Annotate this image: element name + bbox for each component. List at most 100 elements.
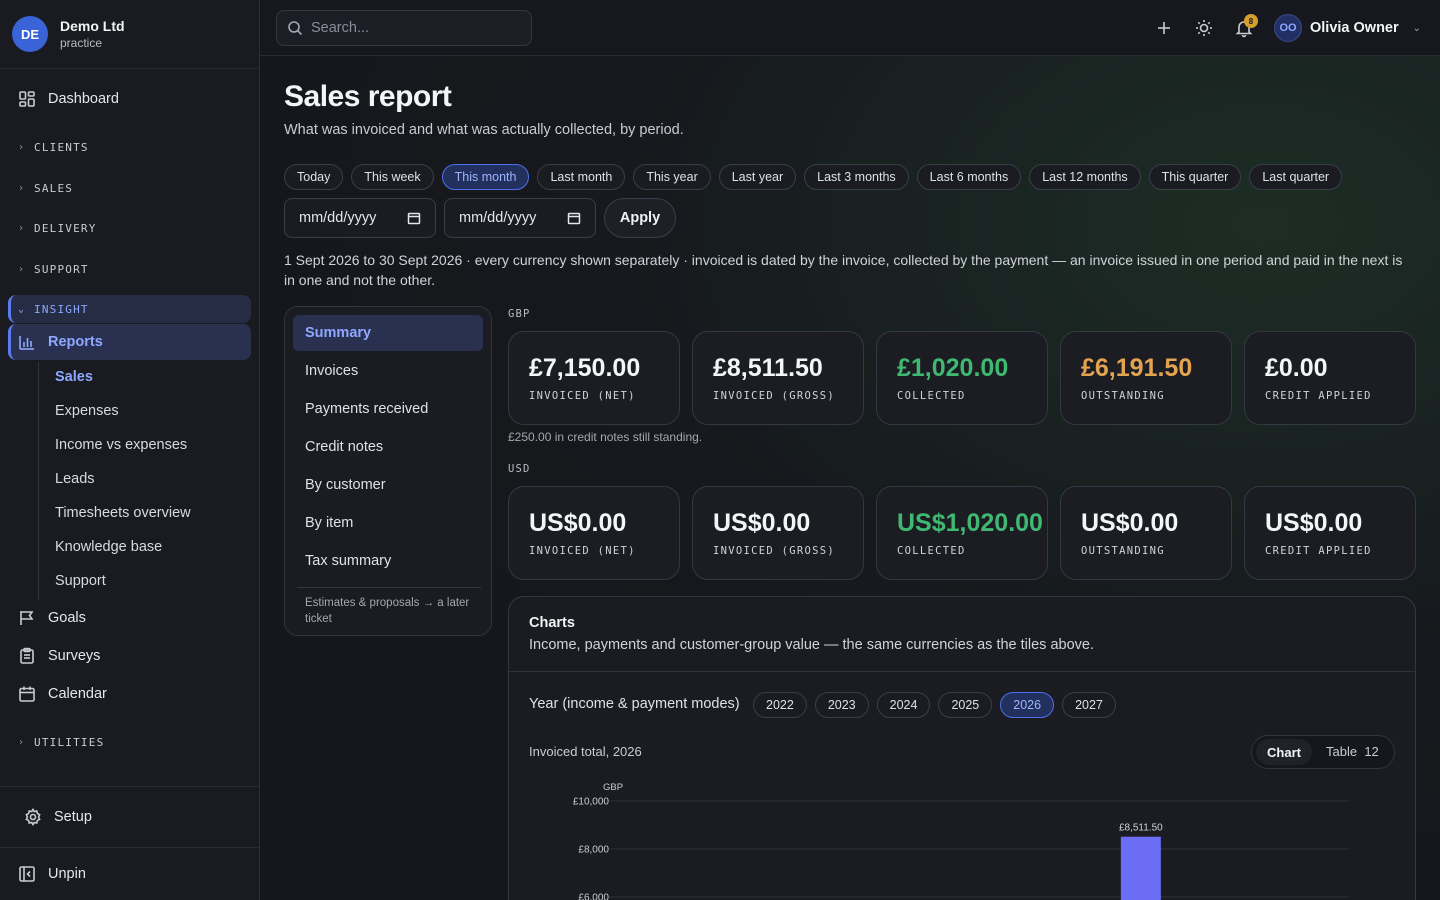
sidebar-subitem-knowledge-base[interactable]: Knowledge base <box>55 539 163 555</box>
calendar-icon[interactable] <box>407 211 421 225</box>
sidebar-divider <box>0 847 260 848</box>
tile-label: OUTSTANDING <box>1081 390 1165 402</box>
period-chip-this-quarter[interactable]: This quarter <box>1148 164 1242 190</box>
date-from-field[interactable]: mm/dd/yyyy <box>284 198 436 238</box>
chevron-right-icon: › <box>18 737 26 748</box>
nav-group-support[interactable]: › SUPPORT <box>18 263 89 276</box>
subnav-credit-notes[interactable]: Credit notes <box>305 439 384 455</box>
year-chips: 2022 2023 2024 2025 2026 2027 <box>753 692 1116 718</box>
calendar-icon[interactable] <box>567 211 581 225</box>
calendar-icon <box>19 686 35 702</box>
view-toggle: Chart Table 12 <box>1251 735 1395 769</box>
apply-button[interactable]: Apply <box>604 198 676 238</box>
org-switcher[interactable]: DE Demo Ltd practice <box>12 16 125 52</box>
tile-label: COLLECTED <box>897 390 966 402</box>
tile-value: £0.00 <box>1265 354 1328 382</box>
search-box[interactable] <box>276 10 532 46</box>
date-to-value: mm/dd/yyyy <box>459 210 537 226</box>
year-chip-2027[interactable]: 2027 <box>1062 692 1116 718</box>
period-chip-this-week[interactable]: This week <box>351 164 434 190</box>
period-chip-last-12-months[interactable]: Last 12 months <box>1029 164 1141 190</box>
date-to-field[interactable]: mm/dd/yyyy <box>444 198 596 238</box>
dashboard-icon <box>19 91 35 107</box>
tile-label: INVOICED (GROSS) <box>713 390 835 402</box>
tile-usd-invoiced-gross: US$0.00 INVOICED (GROSS) <box>692 486 864 580</box>
sidebar-item-label: Reports <box>48 334 103 350</box>
nav-group-delivery[interactable]: › DELIVERY <box>18 222 97 235</box>
sidebar-subitem-timesheets[interactable]: Timesheets overview <box>55 505 191 521</box>
period-chips: Today This week This month Last month Th… <box>284 164 1343 190</box>
year-chip-2022[interactable]: 2022 <box>753 692 807 718</box>
chevron-right-icon: › <box>18 142 26 153</box>
period-chip-this-month[interactable]: This month <box>441 164 530 190</box>
subnav-invoices[interactable]: Invoices <box>305 363 359 379</box>
subnav-summary[interactable]: Summary <box>293 315 483 351</box>
range-note: 1 Sept 2026 to 30 Sept 2026 · every curr… <box>284 252 1403 288</box>
subnav-note: Estimates & proposals → a later ticket <box>305 597 470 625</box>
tile-gbp-invoiced-gross: £8,511.50 INVOICED (GROSS) <box>692 331 864 425</box>
toggle-chart-button[interactable]: Chart <box>1256 739 1312 765</box>
sidebar-item-unpin[interactable]: Unpin <box>8 856 251 892</box>
plus-icon[interactable] <box>1154 18 1174 38</box>
year-chip-2023[interactable]: 2023 <box>814 692 869 718</box>
period-chip-last-6-months[interactable]: Last 6 months <box>916 164 1022 190</box>
currency-label-usd: USD <box>508 463 531 475</box>
period-chip-last-month[interactable]: Last month <box>537 164 626 190</box>
subnav-by-item[interactable]: By item <box>305 515 354 531</box>
sidebar-item-surveys[interactable]: Surveys <box>8 638 251 674</box>
tile-label: CREDIT APPLIED <box>1265 390 1372 402</box>
search-input[interactable] <box>311 20 511 36</box>
period-chip-last-quarter[interactable]: Last quarter <box>1249 164 1343 190</box>
nav-group-label: CLIENTS <box>34 141 89 154</box>
notification-badge: 8 <box>1244 14 1258 28</box>
nav-group-insight-highlight <box>8 295 251 323</box>
period-chip-this-year[interactable]: This year <box>633 164 711 190</box>
clipboard-icon <box>20 647 34 664</box>
nav-group-utilities[interactable]: › UTILITIES <box>18 736 104 749</box>
sidebar-subitem-expenses[interactable]: Expenses <box>55 403 119 419</box>
year-chip-2026[interactable]: 2026 <box>1000 692 1055 718</box>
y-tick-label: £6,000 <box>578 893 609 900</box>
main-content: Sales report What was invoiced and what … <box>260 56 1440 900</box>
invoiced-bar-chart: GBP £10,000 £8,000 £6,000 £8,511.50 <box>573 782 1349 900</box>
nav-group-sales[interactable]: › SALES <box>18 182 73 195</box>
sidebar-item-goals[interactable]: Goals <box>8 600 251 636</box>
currency-label-gbp: GBP <box>508 308 531 320</box>
charts-panel: Charts Income, payments and customer-gro… <box>508 596 1416 900</box>
nav-group-clients[interactable]: › CLIENTS <box>18 141 89 154</box>
tile-value: £6,191.50 <box>1081 354 1193 382</box>
sidebar-subitem-leads[interactable]: Leads <box>55 471 95 487</box>
collapse-sidebar-icon <box>19 866 35 882</box>
date-from-value: mm/dd/yyyy <box>299 210 377 226</box>
subnav-tax-summary[interactable]: Tax summary <box>305 553 392 569</box>
year-chip-2024[interactable]: 2024 <box>876 692 931 718</box>
user-menu[interactable]: OO Olivia Owner ⌄ <box>1274 14 1421 42</box>
year-chip-2025[interactable]: 2025 <box>938 692 993 718</box>
chevron-down-icon: ⌄ <box>1412 22 1422 34</box>
period-chip-today[interactable]: Today <box>284 164 344 190</box>
sidebar-item-calendar[interactable]: Calendar <box>8 676 251 712</box>
tile-usd-credit-applied: US$0.00 CREDIT APPLIED <box>1244 486 1416 580</box>
subnav-payments-received[interactable]: Payments received <box>305 401 429 417</box>
sun-icon[interactable] <box>1194 18 1214 38</box>
chevron-right-icon: › <box>18 183 26 194</box>
tile-usd-outstanding: US$0.00 OUTSTANDING <box>1060 486 1232 580</box>
subnav-by-customer[interactable]: By customer <box>305 477 386 493</box>
nav-group-insight[interactable]: ⌄ INSIGHT <box>18 303 89 316</box>
nav-group-label: UTILITIES <box>34 736 105 749</box>
period-chip-last-year[interactable]: Last year <box>718 164 797 190</box>
sidebar: DE Demo Ltd practice Dashboard › CLIENTS … <box>0 0 260 900</box>
period-chip-last-3-months[interactable]: Last 3 months <box>804 164 909 190</box>
report-subnav: Summary Invoices Payments received Credi… <box>284 306 492 636</box>
sidebar-item-dashboard[interactable]: Dashboard <box>8 81 251 117</box>
sidebar-item-setup[interactable]: Setup <box>14 799 257 835</box>
org-avatar: DE <box>12 16 48 52</box>
sidebar-subitem-support[interactable]: Support <box>55 573 106 589</box>
sidebar-item-reports[interactable]: Reports <box>8 324 251 360</box>
sidebar-subitem-sales[interactable]: Sales <box>55 369 93 385</box>
charts-divider <box>509 671 1415 672</box>
nav-group-label: SALES <box>34 182 74 195</box>
toggle-table-button[interactable]: Table 12 <box>1326 744 1379 759</box>
sidebar-subitem-income-vs-expenses[interactable]: Income vs expenses <box>55 437 188 453</box>
page-title: Sales report <box>284 80 452 113</box>
